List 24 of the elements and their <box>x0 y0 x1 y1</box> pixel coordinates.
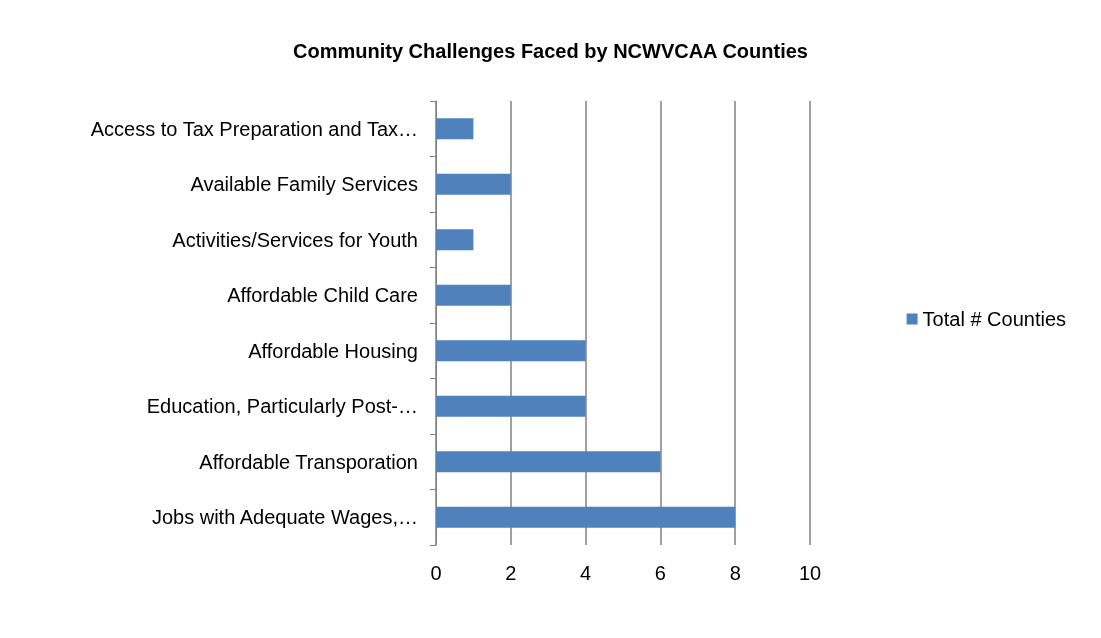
x-tick-label: 4 <box>580 562 592 584</box>
y-tick-label: Activities/Services for Youth <box>172 228 418 251</box>
x-tick-label: 2 <box>505 562 517 584</box>
bar <box>436 229 474 251</box>
y-tick-label: Affordable Child Care <box>227 284 418 307</box>
y-tick-label: Jobs with Adequate Wages,… <box>151 506 418 529</box>
bar <box>436 284 511 306</box>
x-tick-label: 10 <box>798 562 822 584</box>
x-tick-label: 8 <box>729 562 741 584</box>
y-tick-label: Education, Particularly Post-… <box>146 395 418 418</box>
bar <box>436 173 511 195</box>
bar <box>436 451 661 473</box>
y-tick-label: Available Family Services <box>190 173 418 196</box>
y-tick-label: Affordable Housing <box>248 339 418 362</box>
bar <box>436 506 736 528</box>
bar <box>436 118 474 140</box>
y-tick-label: Affordable Transporation <box>199 450 418 473</box>
bar <box>436 340 586 362</box>
y-tick-label: Access to Tax Preparation and Tax… <box>90 117 418 140</box>
legend-label: Total # Counties <box>922 308 1066 330</box>
x-tick-label: 0 <box>430 562 442 584</box>
x-tick-label: 6 <box>654 562 666 584</box>
chart-title: Community Challenges Faced by NCWVCAA Counties <box>293 40 808 62</box>
bar <box>436 395 586 417</box>
